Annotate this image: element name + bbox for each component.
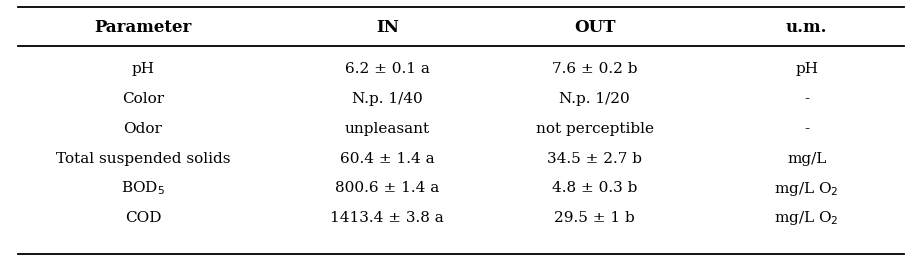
Text: Odor: Odor: [124, 122, 162, 136]
Text: 1413.4 ± 3.8 a: 1413.4 ± 3.8 a: [330, 211, 444, 225]
Text: Total suspended solids: Total suspended solids: [55, 152, 230, 166]
Text: pH: pH: [796, 62, 818, 76]
Text: -: -: [804, 92, 810, 106]
Text: pH: pH: [132, 62, 154, 76]
Text: 6.2 ± 0.1 a: 6.2 ± 0.1 a: [345, 62, 430, 76]
Text: OUT: OUT: [573, 19, 616, 36]
Text: 7.6 ± 0.2 b: 7.6 ± 0.2 b: [552, 62, 637, 76]
Text: Color: Color: [122, 92, 164, 106]
Text: 4.8 ± 0.3 b: 4.8 ± 0.3 b: [552, 181, 637, 196]
Text: COD: COD: [124, 211, 161, 225]
Text: unpleasant: unpleasant: [345, 122, 430, 136]
Text: u.m.: u.m.: [786, 19, 828, 36]
Text: mg/L: mg/L: [787, 152, 826, 166]
Text: 60.4 ± 1.4 a: 60.4 ± 1.4 a: [340, 152, 434, 166]
Text: 29.5 ± 1 b: 29.5 ± 1 b: [554, 211, 635, 225]
Text: BOD$_5$: BOD$_5$: [121, 180, 165, 197]
Text: mg/L O$_2$: mg/L O$_2$: [774, 179, 839, 198]
Text: N.p. 1/40: N.p. 1/40: [352, 92, 422, 106]
Text: 800.6 ± 1.4 a: 800.6 ± 1.4 a: [335, 181, 440, 196]
Text: not perceptible: not perceptible: [536, 122, 654, 136]
Text: mg/L O$_2$: mg/L O$_2$: [774, 209, 839, 228]
Text: 34.5 ± 2.7 b: 34.5 ± 2.7 b: [547, 152, 643, 166]
Text: -: -: [804, 122, 810, 136]
Text: Parameter: Parameter: [94, 19, 192, 36]
Text: N.p. 1/20: N.p. 1/20: [560, 92, 630, 106]
Text: IN: IN: [376, 19, 398, 36]
